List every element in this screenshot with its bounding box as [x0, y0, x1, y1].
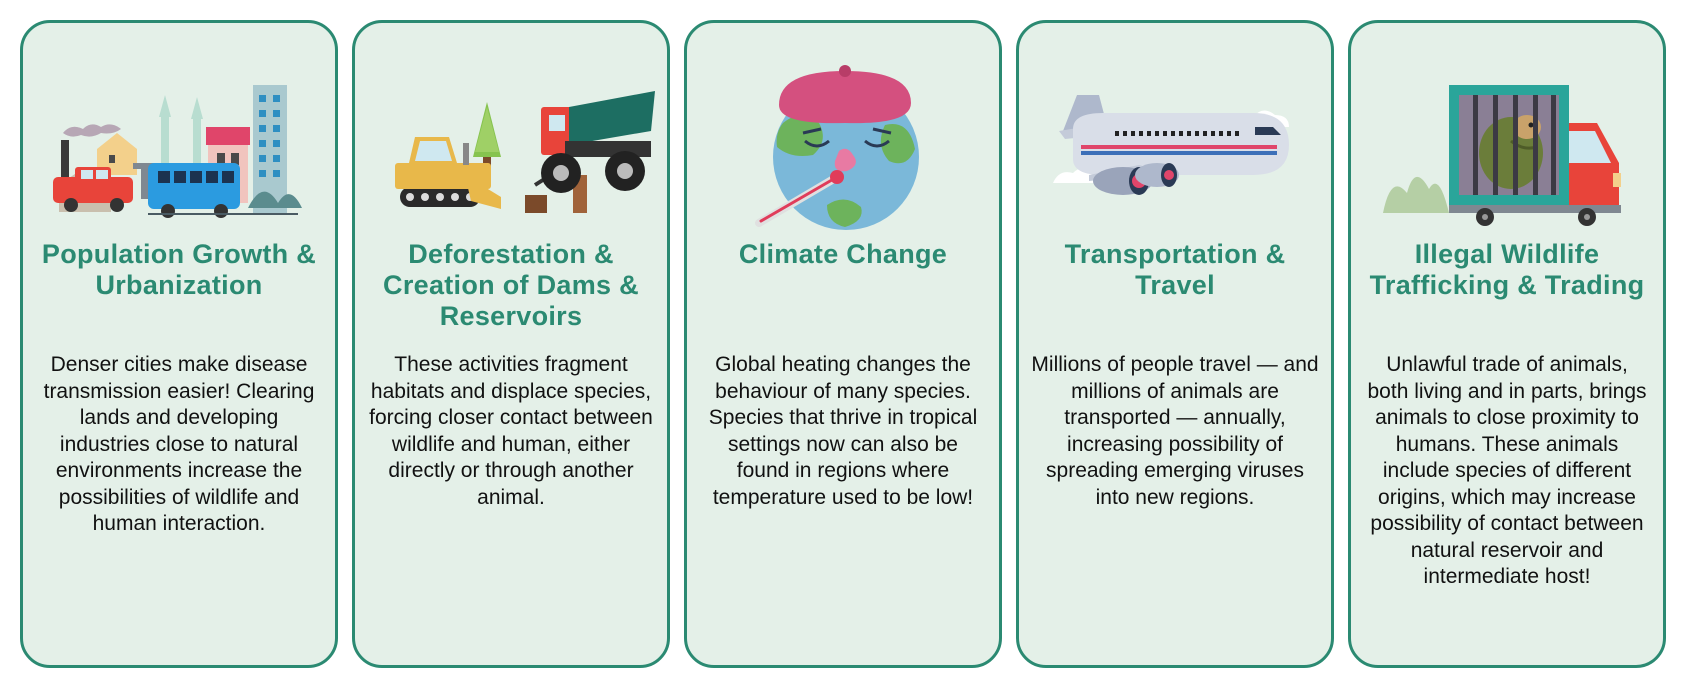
- card-population-growth: Population Growth & Urbanization Denser …: [20, 20, 338, 668]
- card-title: Population Growth & Urbanization: [41, 239, 317, 300]
- city-traffic-illustration: [53, 85, 302, 218]
- card-description: Denser cities make disease transmission …: [43, 353, 315, 535]
- card-transportation: Transportation & Travel Millions of peop…: [1016, 20, 1334, 668]
- card-deforestation: Deforestation & Creation of Dams & Reser…: [352, 20, 670, 668]
- card-title: Transportation & Travel: [1064, 239, 1286, 300]
- bulldozer-truck-illustration: [395, 91, 655, 213]
- card-description: Global heating changes the behaviour of …: [708, 353, 978, 509]
- airplane-illustration: [1053, 95, 1289, 195]
- card-wildlife-trafficking: Illegal Wildlife Trafficking & Trading U…: [1348, 20, 1666, 668]
- sick-earth-illustration: [755, 65, 919, 230]
- card-title: Illegal Wildlife Trafficking & Trading: [1369, 239, 1645, 300]
- card-title: Climate Change: [738, 239, 948, 269]
- caged-pangolin-truck-illustration: [1383, 85, 1621, 226]
- card-description: Millions of people travel — and millions…: [1031, 353, 1319, 509]
- card-title: Deforestation & Creation of Dams & Reser…: [383, 239, 639, 331]
- card-climate-change: Climate Change Global heating changes th…: [684, 20, 1002, 668]
- card-description: These activities fragment habitats and d…: [369, 353, 653, 509]
- card-description: Unlawful trade of animals, both living a…: [1367, 353, 1647, 588]
